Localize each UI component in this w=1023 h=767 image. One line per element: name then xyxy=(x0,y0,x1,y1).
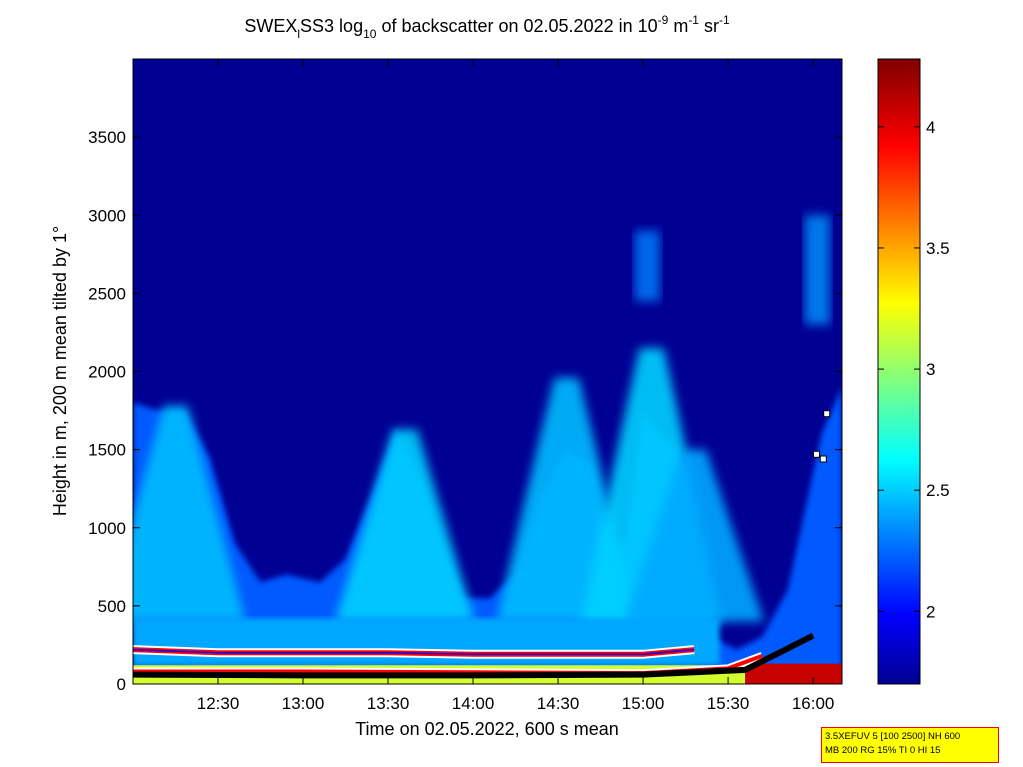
x-axis-label: Time on 02.05.2022, 600 s mean xyxy=(355,719,619,739)
upper-marker xyxy=(812,450,820,458)
x-tick-label: 13:30 xyxy=(367,694,410,713)
colorbar-tick-label: 3 xyxy=(926,360,935,379)
colorbar: 2 2.5 3 3.5 4 xyxy=(877,58,950,685)
upper-marker xyxy=(823,410,831,418)
x-axis: 12:30 13:00 13:30 14:00 14:30 15:00 15:30 16:00 xyxy=(197,59,835,713)
chart-title: SWEXlSS3 log10 of backscatter on 02.05.2… xyxy=(244,13,730,41)
y-tick-label: 500 xyxy=(98,597,126,616)
y-tick-label: 2000 xyxy=(88,363,126,382)
elevated-layer xyxy=(804,215,831,325)
colorbar-tick-label: 4 xyxy=(926,118,935,137)
elevated-layer xyxy=(634,230,661,302)
x-tick-label: 16:00 xyxy=(792,694,835,713)
y-tick-label: 1500 xyxy=(88,441,126,460)
x-tick-label: 15:00 xyxy=(622,694,665,713)
surface-strong-signal xyxy=(745,663,842,684)
y-tick-label: 3500 xyxy=(88,128,126,147)
y-tick-label: 1000 xyxy=(88,519,126,538)
plume xyxy=(133,405,246,622)
upper-marker xyxy=(819,455,827,463)
x-tick-label: 13:00 xyxy=(282,694,325,713)
colorbar-tick-label: 2.5 xyxy=(926,481,950,500)
colorbar-tick-label: 3.5 xyxy=(926,239,950,258)
settings-line-1: 3.5XEFUV 5 [100 2500] NH 600 xyxy=(825,731,961,742)
colorbar-frame xyxy=(877,58,921,685)
colorbar-gradient xyxy=(878,59,920,684)
x-tick-label: 14:00 xyxy=(452,694,495,713)
layer-line-core xyxy=(133,648,695,656)
colorbar-tick-label: 2 xyxy=(926,602,935,621)
x-tick-label: 12:30 xyxy=(197,694,240,713)
settings-info-box: 3.5XEFUV 5 [100 2500] NH 600 MB 200 RG 1… xyxy=(821,727,999,763)
y-axis-label: Height in m, 200 m mean tilted by 1° xyxy=(50,226,70,516)
x-tick-label: 15:30 xyxy=(707,694,750,713)
ground-marker-line xyxy=(133,632,815,679)
y-axis: 0 500 1000 1500 2000 2500 3000 3500 xyxy=(88,128,842,694)
y-tick-label: 0 xyxy=(117,675,126,694)
plume xyxy=(335,429,476,622)
settings-line-2: MB 200 RG 15% TI 0 HI 15 xyxy=(825,745,941,756)
plume xyxy=(624,449,765,622)
y-tick-label: 2500 xyxy=(88,284,126,303)
x-tick-label: 14:30 xyxy=(537,694,580,713)
y-tick-label: 3000 xyxy=(88,206,126,225)
plot-area xyxy=(133,59,842,684)
